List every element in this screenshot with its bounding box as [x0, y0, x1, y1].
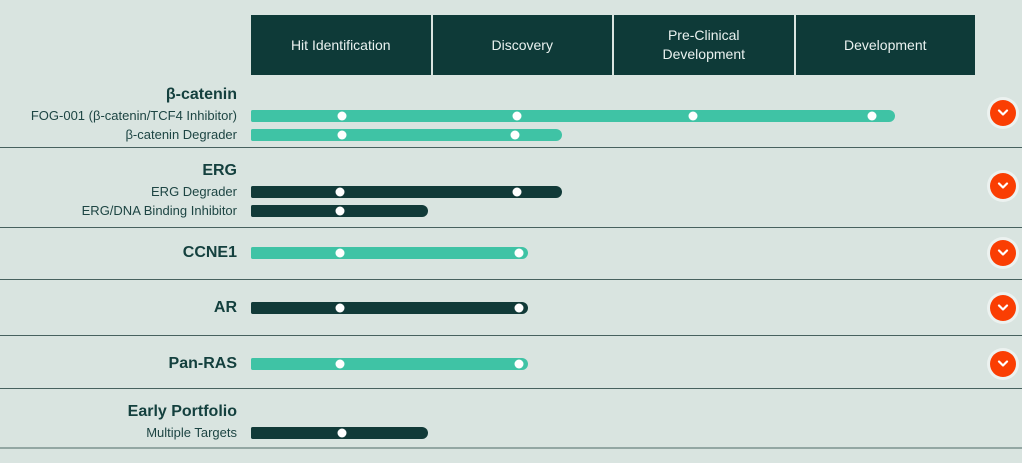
progress-bar — [251, 185, 562, 198]
program-label: FOG-001 (β-catenin/TCF4 Inhibitor) — [30, 108, 237, 123]
stage-track — [251, 126, 1022, 143]
target-row: ERG — [0, 161, 1022, 181]
pipeline-section: CCNE1 — [0, 228, 1022, 280]
stage-header-hit-identification: Hit Identification — [251, 15, 431, 75]
milestone-dot — [514, 248, 524, 258]
chevron-down-icon — [997, 304, 1009, 311]
milestone-dot — [335, 303, 345, 313]
chevron-down-icon — [997, 360, 1009, 367]
stage-track — [251, 354, 1022, 374]
target-title: CCNE1 — [182, 244, 237, 261]
pipeline-body: β-catenin FOG-001 (β-catenin/TCF4 Inhibit… — [0, 75, 1022, 449]
expand-chevron-button[interactable] — [990, 100, 1016, 126]
progress-bar — [251, 247, 528, 259]
stage-track — [251, 424, 1022, 441]
progress-bar — [251, 204, 428, 217]
program-label: β-catenin Degrader — [125, 127, 237, 142]
milestone-dot — [514, 359, 524, 369]
target-title: Early Portfolio — [127, 403, 237, 420]
milestone-dot — [335, 206, 345, 215]
milestone-dot — [688, 111, 698, 120]
milestone-dot — [512, 187, 522, 196]
target-row: CCNE1 — [0, 243, 1022, 263]
milestone-dot — [335, 359, 345, 369]
target-title: Pan-RAS — [168, 355, 237, 372]
expand-chevron-button[interactable] — [990, 295, 1016, 321]
stage-header-preclinical-development: Pre-Clinical Development — [614, 15, 794, 75]
stage-track — [251, 402, 1022, 422]
progress-bar — [251, 358, 528, 370]
program-row: ERG Degrader — [0, 183, 1022, 200]
target-row: AR — [0, 298, 1022, 318]
pipeline-section: ERG ERG Degrader ERG/DNA Binding Inhibitor — [0, 148, 1022, 228]
target-row: β-catenin — [0, 85, 1022, 105]
stage-track — [251, 202, 1022, 219]
chevron-down-icon — [997, 182, 1009, 189]
expand-chevron-button[interactable] — [990, 173, 1016, 199]
pipeline-section: AR — [0, 280, 1022, 336]
pipeline-section: β-catenin FOG-001 (β-catenin/TCF4 Inhibit… — [0, 75, 1022, 148]
stage-track — [251, 183, 1022, 200]
expand-chevron-button[interactable] — [990, 351, 1016, 377]
stage-track — [251, 243, 1022, 263]
target-row: Early Portfolio — [0, 402, 1022, 422]
stage-track — [251, 298, 1022, 318]
target-row: Pan-RAS — [0, 354, 1022, 374]
progress-bar — [251, 128, 562, 141]
stage-header-discovery: Discovery — [432, 15, 612, 75]
program-label: ERG/DNA Binding Inhibitor — [81, 203, 237, 218]
program-label: Multiple Targets — [146, 425, 237, 440]
target-title: β-catenin — [165, 86, 237, 103]
stage-track — [251, 107, 1022, 124]
milestone-dot — [514, 303, 524, 313]
program-row: Multiple Targets — [0, 424, 1022, 441]
chevron-down-icon — [997, 249, 1009, 256]
program-row: FOG-001 (β-catenin/TCF4 Inhibitor) — [0, 107, 1022, 124]
stage-track — [251, 85, 1022, 105]
milestone-dot — [510, 130, 520, 139]
stage-track — [251, 161, 1022, 181]
chevron-down-icon — [997, 109, 1009, 116]
milestone-dot — [512, 111, 522, 120]
milestone-dot — [337, 130, 346, 139]
milestone-dot — [337, 428, 346, 437]
target-title: ERG — [202, 162, 237, 179]
progress-bar — [251, 109, 895, 122]
pipeline-header: Hit Identification Discovery Pre-Clinica… — [251, 15, 975, 75]
program-row: β-catenin Degrader — [0, 126, 1022, 143]
pipeline-section: Early Portfolio Multiple Targets — [0, 389, 1022, 449]
expand-chevron-button[interactable] — [990, 240, 1016, 266]
stage-header-development: Development — [795, 15, 975, 75]
pipeline-section: Pan-RAS — [0, 336, 1022, 389]
milestone-dot — [337, 111, 346, 120]
milestone-dot — [335, 187, 345, 196]
program-label: ERG Degrader — [151, 184, 237, 199]
milestone-dot — [335, 248, 345, 258]
target-title: AR — [213, 299, 237, 316]
program-row: ERG/DNA Binding Inhibitor — [0, 202, 1022, 219]
progress-bar — [251, 302, 528, 314]
milestone-dot — [867, 111, 877, 120]
progress-bar — [251, 426, 428, 439]
